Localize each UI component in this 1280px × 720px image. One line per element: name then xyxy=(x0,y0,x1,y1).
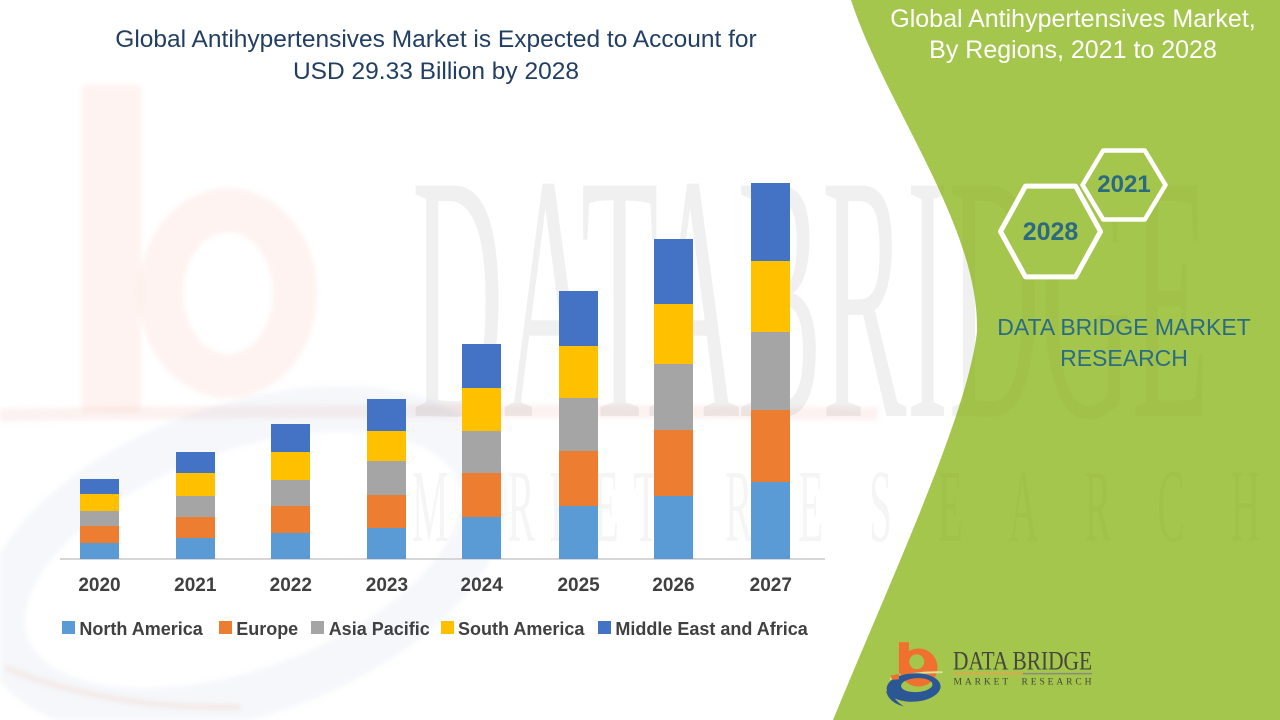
svg-text:MARKET RESEARCH: MARKET RESEARCH xyxy=(954,678,1092,688)
svg-text:DATA BRIDGE: DATA BRIDGE xyxy=(953,647,1092,676)
